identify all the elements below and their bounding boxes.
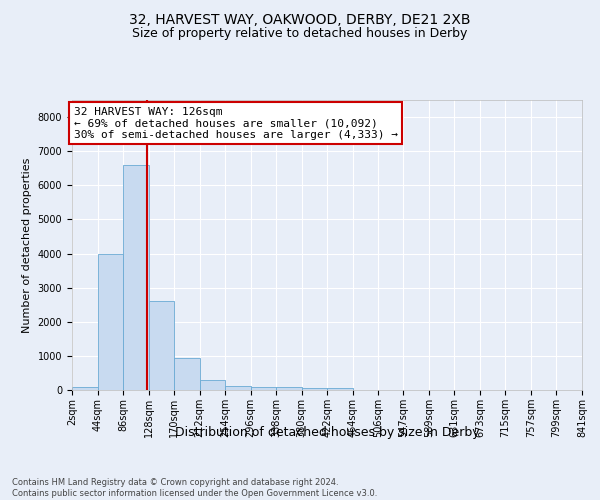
Bar bbox=[225, 386, 251, 390]
Bar bbox=[328, 388, 353, 390]
Bar bbox=[251, 388, 276, 390]
Bar bbox=[200, 380, 225, 390]
Bar bbox=[276, 388, 302, 390]
Y-axis label: Number of detached properties: Number of detached properties bbox=[22, 158, 32, 332]
Text: Size of property relative to detached houses in Derby: Size of property relative to detached ho… bbox=[133, 28, 467, 40]
Text: 32, HARVEST WAY, OAKWOOD, DERBY, DE21 2XB: 32, HARVEST WAY, OAKWOOD, DERBY, DE21 2X… bbox=[129, 12, 471, 26]
Bar bbox=[72, 388, 98, 390]
Bar bbox=[174, 358, 200, 390]
Bar bbox=[302, 388, 328, 390]
Text: 32 HARVEST WAY: 126sqm
← 69% of detached houses are smaller (10,092)
30% of semi: 32 HARVEST WAY: 126sqm ← 69% of detached… bbox=[74, 107, 398, 140]
Bar bbox=[149, 302, 174, 390]
Text: Contains HM Land Registry data © Crown copyright and database right 2024.
Contai: Contains HM Land Registry data © Crown c… bbox=[12, 478, 377, 498]
Bar bbox=[98, 254, 123, 390]
Bar bbox=[123, 165, 149, 390]
Text: Distribution of detached houses by size in Derby: Distribution of detached houses by size … bbox=[175, 426, 479, 439]
